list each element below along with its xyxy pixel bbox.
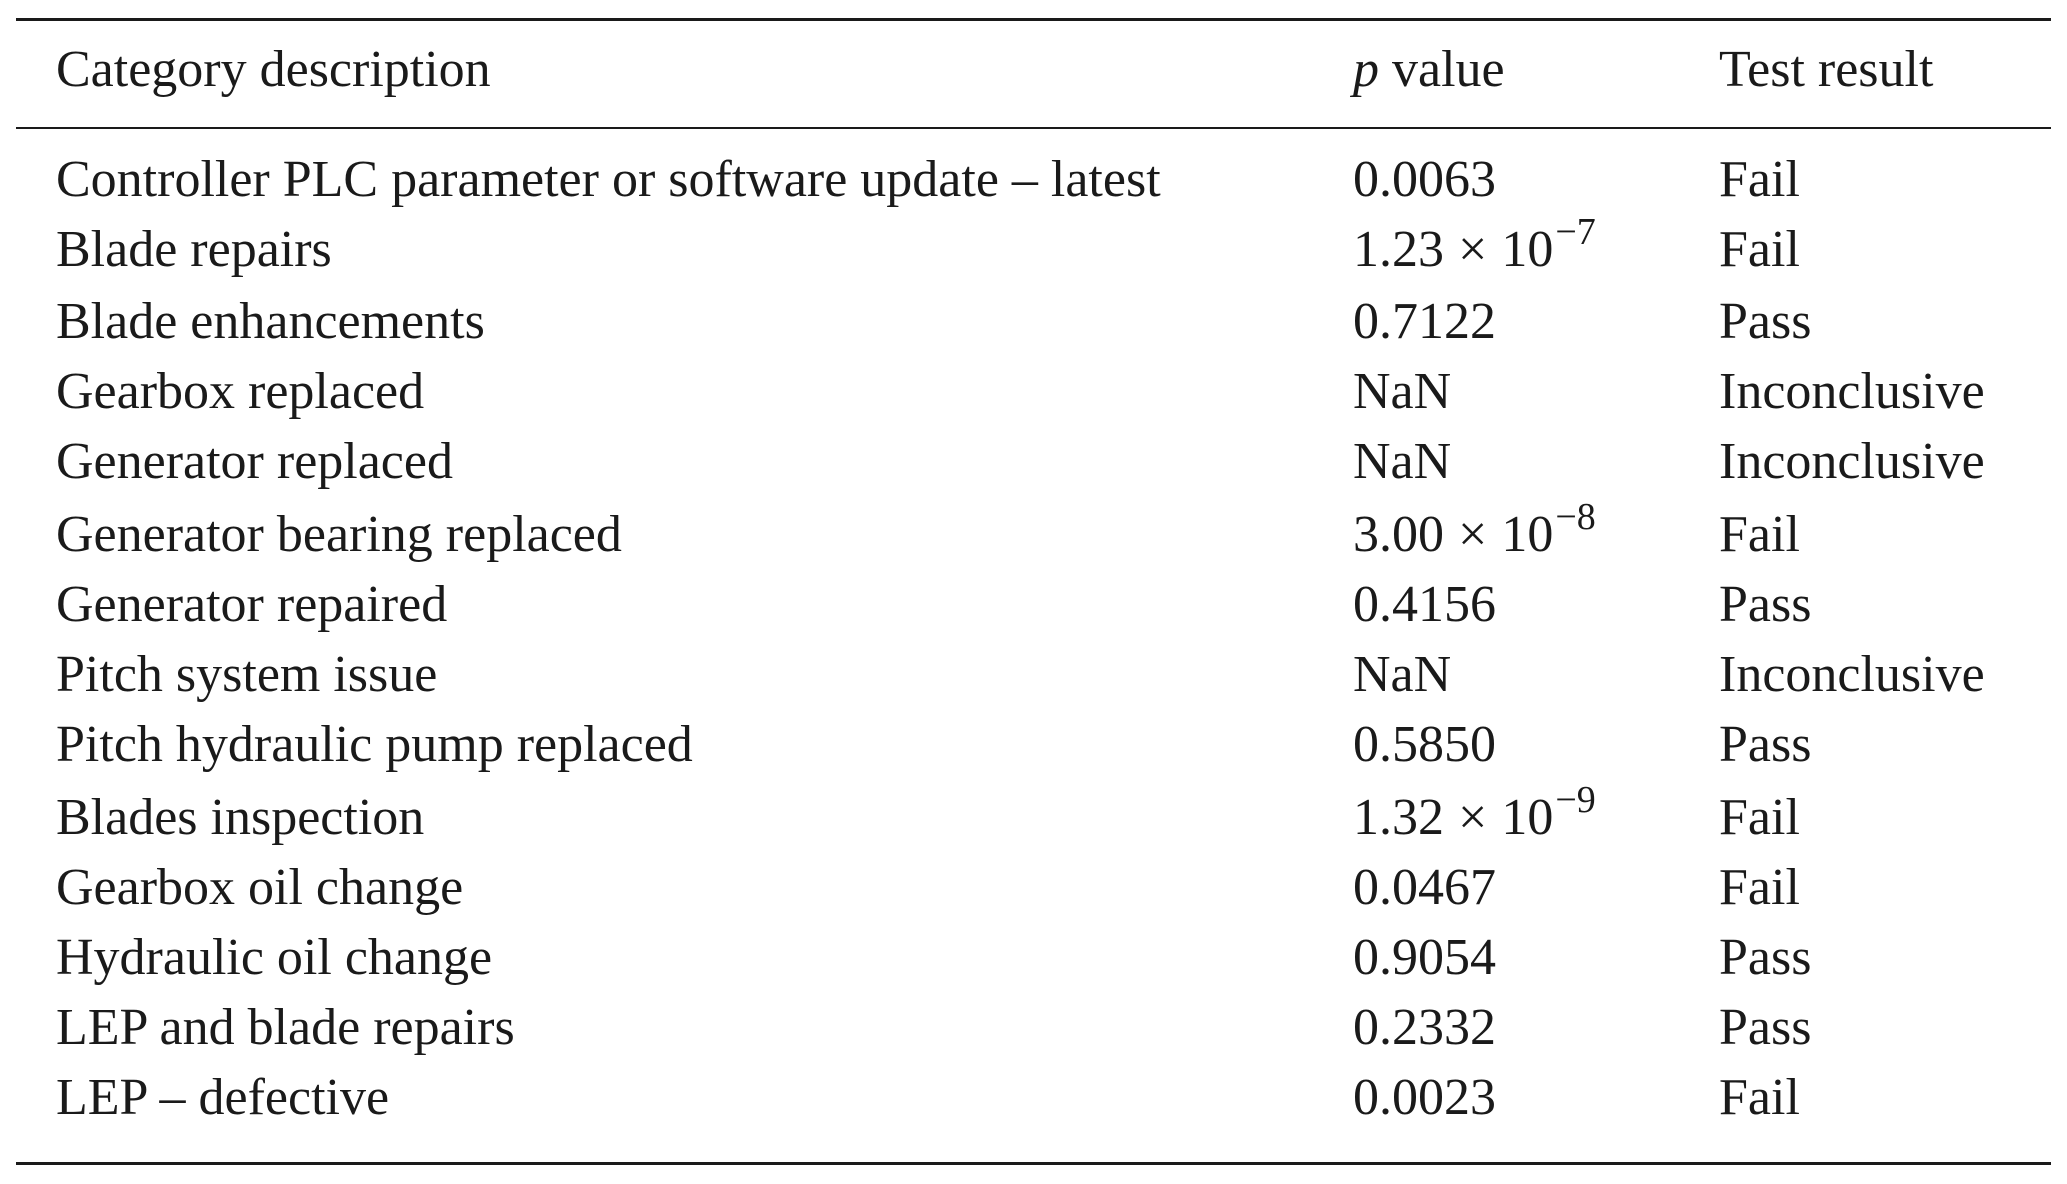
row-p-value: 0.7122 xyxy=(1353,293,1496,350)
row-test-result: Inconclusive xyxy=(1719,433,1985,490)
header-p-symbol: p xyxy=(1353,41,1379,98)
row-p-value: 0.0467 xyxy=(1353,859,1496,916)
row-p-value: 0.4156 xyxy=(1353,576,1496,633)
row-p-value: NaN xyxy=(1353,363,1452,420)
row-category: Blade repairs xyxy=(56,221,332,278)
row-p-value: 1.32 × 10−9 xyxy=(1353,779,1596,852)
row-category: Pitch system issue xyxy=(56,646,438,703)
row-p-value: 0.0023 xyxy=(1353,1069,1496,1126)
row-category: Generator bearing replaced xyxy=(56,506,622,563)
top-rule xyxy=(16,18,2051,21)
row-category: Generator replaced xyxy=(56,433,453,490)
p-times: × xyxy=(1458,221,1488,278)
row-category: Generator repaired xyxy=(56,576,448,633)
p-base: 10 xyxy=(1501,221,1554,278)
header-rule xyxy=(16,127,2051,129)
p-times: × xyxy=(1458,506,1488,563)
row-test-result: Fail xyxy=(1719,221,1800,278)
header-p-label: value xyxy=(1379,41,1505,98)
p-exponent: −7 xyxy=(1555,211,1596,253)
row-category: Blade enhancements xyxy=(56,293,485,350)
row-category: Hydraulic oil change xyxy=(56,929,493,986)
row-test-result: Pass xyxy=(1719,999,1812,1056)
row-category: Blades inspection xyxy=(56,789,425,846)
row-test-result: Pass xyxy=(1719,716,1812,773)
row-test-result: Inconclusive xyxy=(1719,646,1985,703)
row-category: Gearbox replaced xyxy=(56,363,425,420)
row-test-result: Fail xyxy=(1719,506,1800,563)
row-category: LEP and blade repairs xyxy=(56,999,515,1056)
header-p-value: p value xyxy=(1353,40,1505,100)
row-p-value: 0.5850 xyxy=(1353,716,1496,773)
row-test-result: Pass xyxy=(1719,293,1812,350)
row-p-value: NaN xyxy=(1353,433,1452,490)
p-exponent: −9 xyxy=(1555,779,1596,821)
p-exponent: −8 xyxy=(1555,496,1596,538)
p-mantissa: 1.32 xyxy=(1353,789,1444,846)
row-test-result: Pass xyxy=(1719,576,1812,633)
row-category: Controller PLC parameter or software upd… xyxy=(56,151,1161,208)
header-category: Category description xyxy=(56,41,491,98)
p-base: 10 xyxy=(1501,789,1554,846)
row-test-result: Fail xyxy=(1719,1069,1800,1126)
p-times: × xyxy=(1458,789,1488,846)
row-test-result: Inconclusive xyxy=(1719,363,1985,420)
row-category: Gearbox oil change xyxy=(56,859,464,916)
row-category: LEP – defective xyxy=(56,1069,390,1126)
row-category: Pitch hydraulic pump replaced xyxy=(56,716,693,773)
row-p-value: 3.00 × 10−8 xyxy=(1353,496,1596,569)
row-p-value: 0.2332 xyxy=(1353,999,1496,1056)
p-mantissa: 3.00 xyxy=(1353,506,1444,563)
row-test-result: Pass xyxy=(1719,929,1812,986)
p-base: 10 xyxy=(1501,506,1554,563)
row-test-result: Fail xyxy=(1719,859,1800,916)
row-p-value: 1.23 × 10−7 xyxy=(1353,211,1596,284)
row-p-value: 0.0063 xyxy=(1353,151,1496,208)
header-test-result: Test result xyxy=(1719,41,1934,98)
row-p-value: NaN xyxy=(1353,646,1452,703)
row-test-result: Fail xyxy=(1719,151,1800,208)
row-p-value: 0.9054 xyxy=(1353,929,1496,986)
p-mantissa: 1.23 xyxy=(1353,221,1444,278)
bottom-rule xyxy=(16,1162,2051,1165)
row-test-result: Fail xyxy=(1719,789,1800,846)
